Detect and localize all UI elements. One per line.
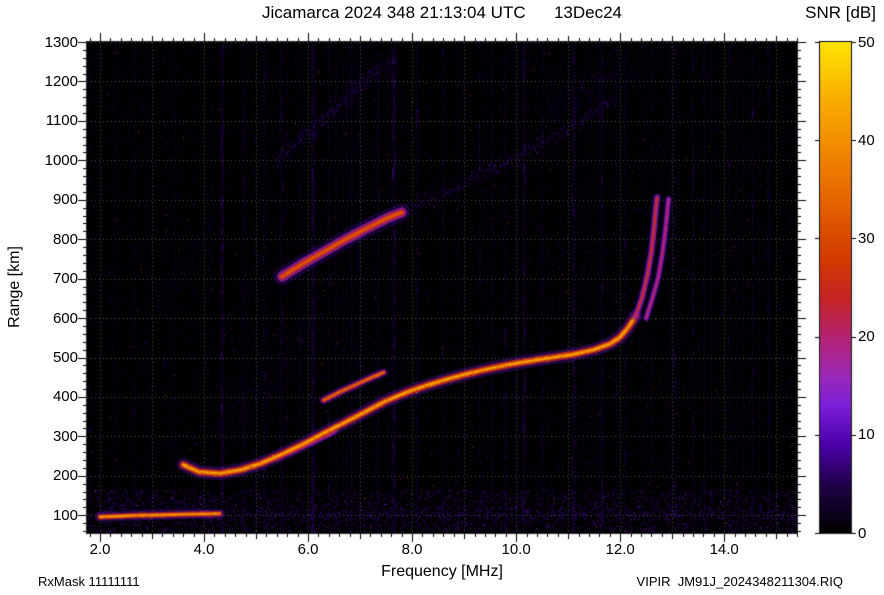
colorbar-tick-label: 30 <box>858 229 875 247</box>
y-tick-label: 700 <box>52 270 78 288</box>
x-tick-label: 6.0 <box>297 541 319 558</box>
x-tick-label: 10.0 <box>501 541 531 558</box>
colorbar-tick-label: 10 <box>858 426 875 444</box>
y-tick-label: 200 <box>52 467 78 485</box>
y-tick-label: 1300 <box>44 33 78 51</box>
x-tick-label: 2.0 <box>89 541 111 558</box>
y-tick-label: 500 <box>52 349 78 366</box>
y-tick-label: 400 <box>52 388 78 406</box>
y-tick-label: 1100 <box>45 112 78 130</box>
y-tick-label: 300 <box>52 427 78 445</box>
y-tick-label: 1200 <box>44 72 78 90</box>
colorbar-canvas <box>820 42 851 533</box>
y-tick-label: 100 <box>52 506 78 524</box>
ionogram-canvas <box>87 42 797 533</box>
x-tick-label: 4.0 <box>193 541 215 558</box>
x-tick-label: 12.0 <box>605 541 635 558</box>
colorbar-tick-label: 50 <box>858 33 875 51</box>
y-tick-label: 600 <box>52 309 78 327</box>
colorbar-tick-label: 0 <box>858 524 867 542</box>
x-tick-label: 14.0 <box>709 541 739 558</box>
y-axis-label: Range [km] <box>6 246 23 328</box>
rx-mask-text: RxMask 11111111 <box>38 574 140 589</box>
y-tick-label: 800 <box>52 230 78 248</box>
colorbar-title: SNR [dB] <box>805 3 876 22</box>
colorbar-tick-label: 40 <box>858 131 875 149</box>
data-file-text: VIPIR JM91J_2024348211304.RIQ <box>636 574 843 589</box>
plot-title: Jicamarca 2024 348 21:13:04 UTC 13Dec24 <box>261 3 623 22</box>
x-tick-label: 8.0 <box>401 541 423 558</box>
y-tick-label: 1000 <box>44 151 78 169</box>
colorbar-tick-label: 20 <box>858 328 875 346</box>
colorbar <box>820 42 851 533</box>
plot-area <box>87 42 797 533</box>
y-tick-label: 900 <box>52 191 78 209</box>
